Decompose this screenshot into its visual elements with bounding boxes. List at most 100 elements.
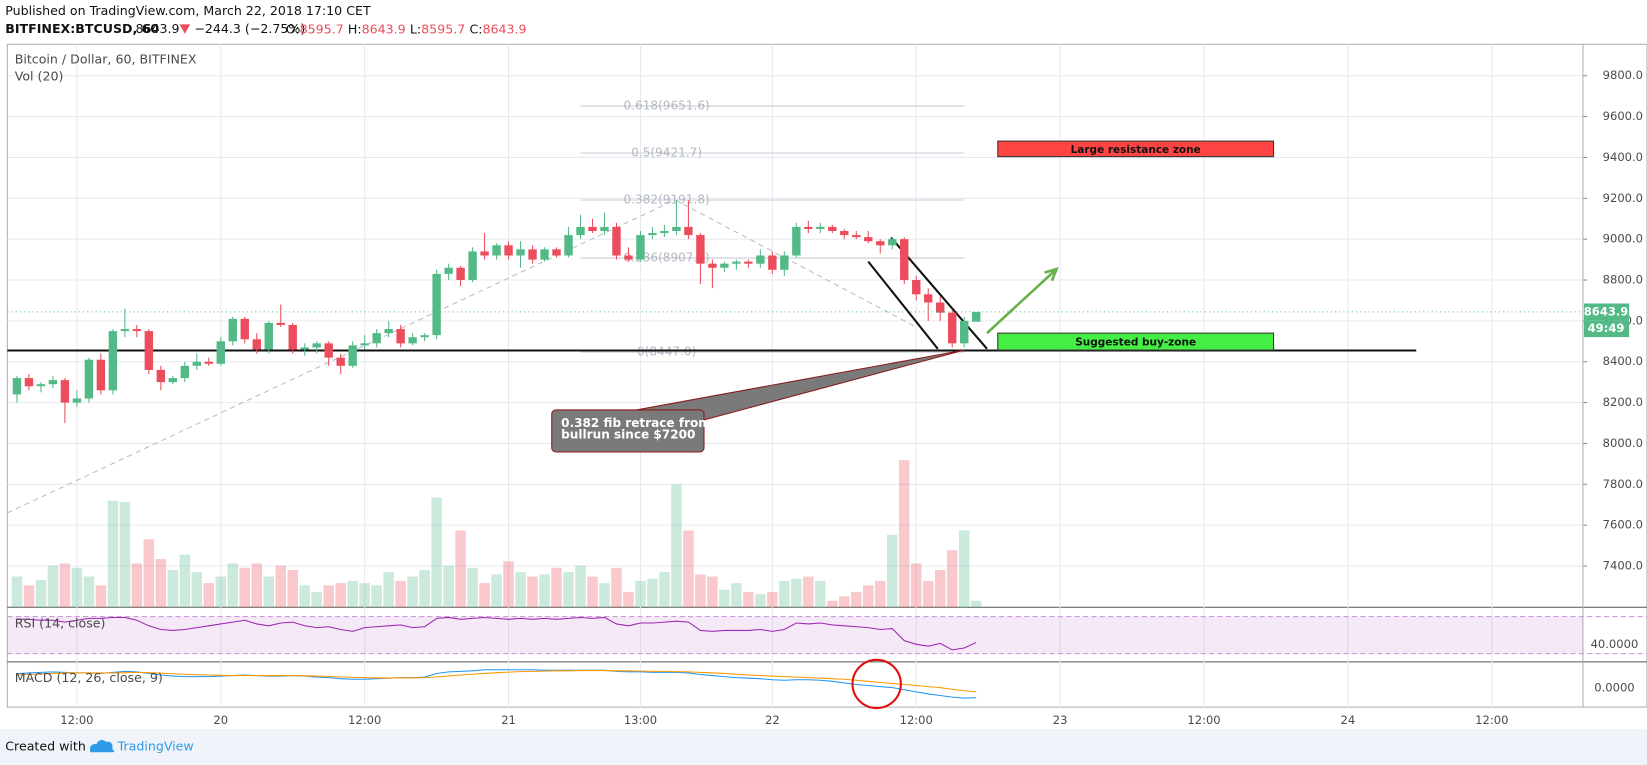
y-tick-label: 8400.0 bbox=[1603, 354, 1643, 368]
candle-body bbox=[684, 226, 693, 236]
candle-body bbox=[564, 235, 573, 256]
volume-bar bbox=[191, 572, 203, 608]
candle-body bbox=[204, 361, 213, 364]
macd-line bbox=[16, 669, 977, 699]
candle-body bbox=[948, 312, 957, 344]
pane-title: Bitcoin / Dollar, 60, BITFINEX bbox=[15, 52, 197, 67]
candle-body bbox=[504, 245, 513, 256]
candle-body bbox=[888, 239, 897, 246]
volume-bar bbox=[107, 500, 119, 608]
ohlc: O:8595.7 H:8643.9 L:8595.7 C:8643.9 bbox=[286, 21, 527, 36]
candle-body bbox=[816, 226, 825, 229]
volume-bar bbox=[623, 591, 634, 608]
footer-text: Created with bbox=[5, 738, 86, 753]
volume-bar bbox=[551, 567, 562, 608]
candle-body bbox=[900, 239, 909, 281]
candle-body bbox=[336, 357, 345, 366]
candle-body bbox=[828, 226, 837, 231]
candle-body bbox=[971, 311, 981, 322]
volume-bar bbox=[407, 576, 418, 608]
candle-body bbox=[180, 365, 190, 379]
volume-bar bbox=[479, 583, 490, 608]
volume-bar bbox=[299, 585, 310, 608]
volume-bar bbox=[791, 578, 802, 608]
candle-body bbox=[480, 251, 489, 256]
y-tick-label: 9400.0 bbox=[1603, 150, 1643, 164]
candle-body bbox=[732, 261, 741, 264]
volume-bar bbox=[419, 569, 430, 608]
x-tick-label: 23 bbox=[1053, 713, 1068, 727]
callout-text: bullrun since $7200 bbox=[561, 428, 695, 442]
macd-title: MACD (12, 26, close, 9) bbox=[15, 670, 163, 685]
candle-body bbox=[636, 235, 645, 260]
candle-body bbox=[444, 267, 453, 274]
candle-body bbox=[408, 337, 417, 344]
candle-body bbox=[264, 322, 273, 350]
volume-bar bbox=[671, 484, 682, 608]
last-price-label: 8643.9 bbox=[1584, 304, 1629, 318]
candle-body bbox=[660, 230, 669, 234]
y-tick-label: 7600.0 bbox=[1603, 518, 1643, 532]
candle-body bbox=[936, 302, 945, 313]
volume-bar bbox=[23, 585, 35, 608]
ohlc-value: 8643.9 bbox=[483, 21, 527, 36]
volume-bar bbox=[287, 569, 298, 608]
volume-bar bbox=[335, 583, 346, 608]
x-tick-label: 21 bbox=[501, 713, 516, 727]
candle-body bbox=[876, 241, 885, 246]
candle-body bbox=[528, 249, 537, 260]
footer-bar bbox=[0, 729, 1647, 765]
candle-body bbox=[516, 249, 525, 256]
candle-body bbox=[384, 329, 393, 334]
volume-bar bbox=[970, 600, 982, 608]
volume-bar bbox=[11, 576, 23, 608]
candle-body bbox=[600, 226, 609, 231]
ohlc-values: O:8595.7 H:8643.9 L:8595.7 C:8643.9 bbox=[286, 21, 527, 36]
x-tick-label: 12:00 bbox=[1475, 713, 1508, 727]
volume-bar bbox=[755, 594, 766, 608]
brand-logo bbox=[89, 740, 115, 753]
ohlc-value: 8595.7 bbox=[300, 21, 344, 36]
published-text: Published on TradingView.com, March 22, … bbox=[5, 3, 371, 18]
candle-body bbox=[696, 235, 705, 264]
volume-bar bbox=[503, 561, 514, 608]
volume-bar bbox=[683, 530, 694, 608]
volume-bar bbox=[635, 580, 646, 608]
callout-box bbox=[551, 409, 705, 453]
candle-body bbox=[456, 267, 465, 281]
x-tick-label: 12:00 bbox=[60, 713, 93, 727]
fib-label: 0.236(8907.4) bbox=[624, 251, 710, 265]
volume-bar bbox=[47, 565, 59, 608]
ohlc-label: O: bbox=[286, 21, 300, 36]
candle-body bbox=[168, 378, 178, 383]
candle-body bbox=[672, 226, 681, 231]
labels: 8643.9 49:49 bbox=[7, 303, 1630, 338]
volume-bar bbox=[599, 583, 610, 608]
volume-bar bbox=[239, 567, 251, 608]
candle-body bbox=[216, 341, 225, 364]
candle-body bbox=[468, 251, 477, 281]
volume-bar bbox=[527, 576, 538, 608]
candle-body bbox=[804, 226, 813, 229]
volume-bar bbox=[863, 585, 874, 608]
candle-body bbox=[612, 226, 621, 256]
candle-body bbox=[132, 329, 142, 332]
candle-body bbox=[276, 322, 285, 325]
volume-bar bbox=[707, 576, 718, 608]
fib-label: 0.618(9651.6) bbox=[624, 99, 710, 113]
candle-body bbox=[156, 369, 166, 383]
volume-bar bbox=[83, 576, 95, 608]
ohlc-value: 8643.9 bbox=[362, 21, 406, 36]
candle-body bbox=[576, 226, 585, 236]
brand-link[interactable]: TradingView bbox=[117, 738, 194, 753]
change: −244.3 (−2.75%) bbox=[194, 21, 305, 36]
zone bbox=[997, 332, 1275, 351]
ohlc-value: 8595.7 bbox=[421, 21, 465, 36]
candle-body bbox=[924, 294, 933, 303]
arrow-head bbox=[1044, 266, 1059, 282]
volume-bar bbox=[59, 563, 71, 608]
candle-body bbox=[492, 245, 501, 256]
volume-bar bbox=[431, 497, 442, 608]
volume-bar bbox=[779, 580, 790, 608]
